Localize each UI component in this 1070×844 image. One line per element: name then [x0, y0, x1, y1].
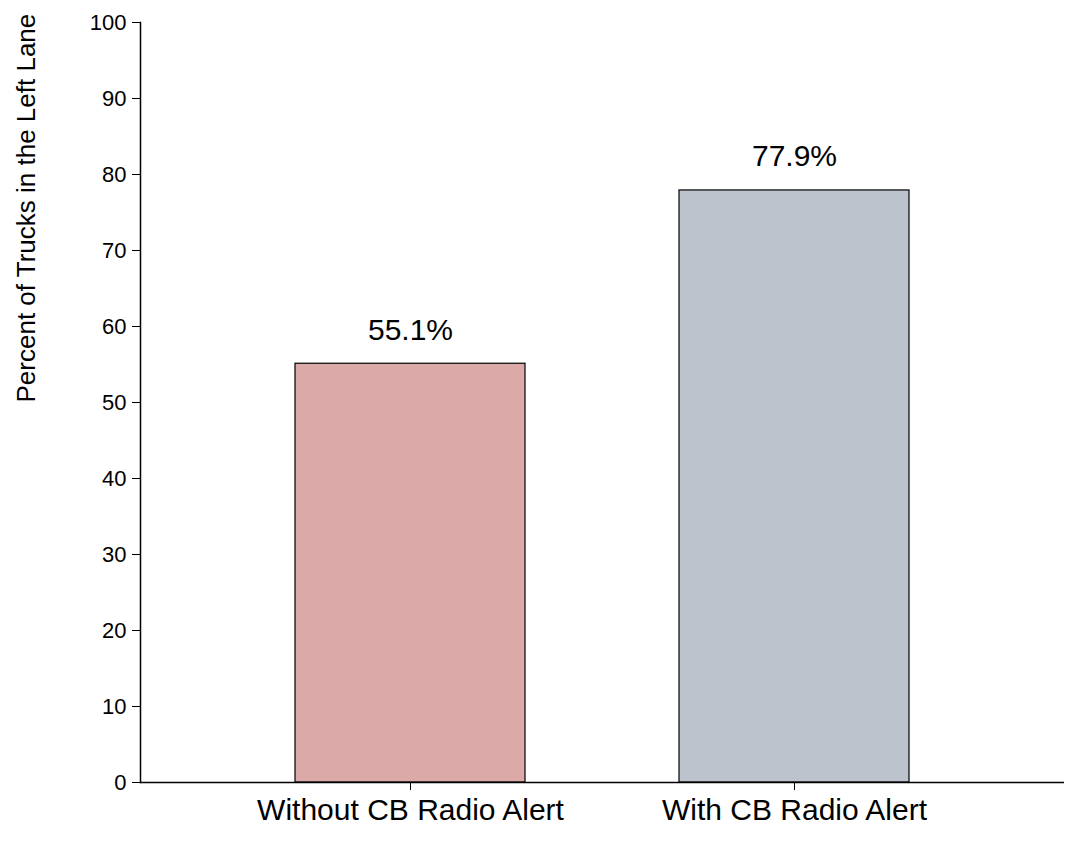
svg-text:77.9%: 77.9%	[752, 139, 837, 172]
svg-text:55.1%: 55.1%	[368, 313, 453, 346]
svg-text:50: 50	[102, 390, 126, 415]
svg-text:90: 90	[102, 86, 126, 111]
svg-text:30: 30	[102, 542, 126, 567]
svg-text:60: 60	[102, 314, 126, 339]
svg-text:20: 20	[102, 618, 126, 643]
svg-text:Without CB Radio Alert: Without CB Radio Alert	[257, 793, 564, 826]
svg-text:With CB Radio Alert: With CB Radio Alert	[662, 793, 928, 826]
svg-text:40: 40	[102, 466, 126, 491]
svg-text:0: 0	[114, 770, 126, 795]
svg-text:80: 80	[102, 162, 126, 187]
svg-text:70: 70	[102, 238, 126, 263]
svg-text:10: 10	[102, 694, 126, 719]
svg-text:Percent of Trucks in the Left: Percent of Trucks in the Left Lane	[11, 14, 41, 403]
svg-text:100: 100	[90, 10, 127, 35]
